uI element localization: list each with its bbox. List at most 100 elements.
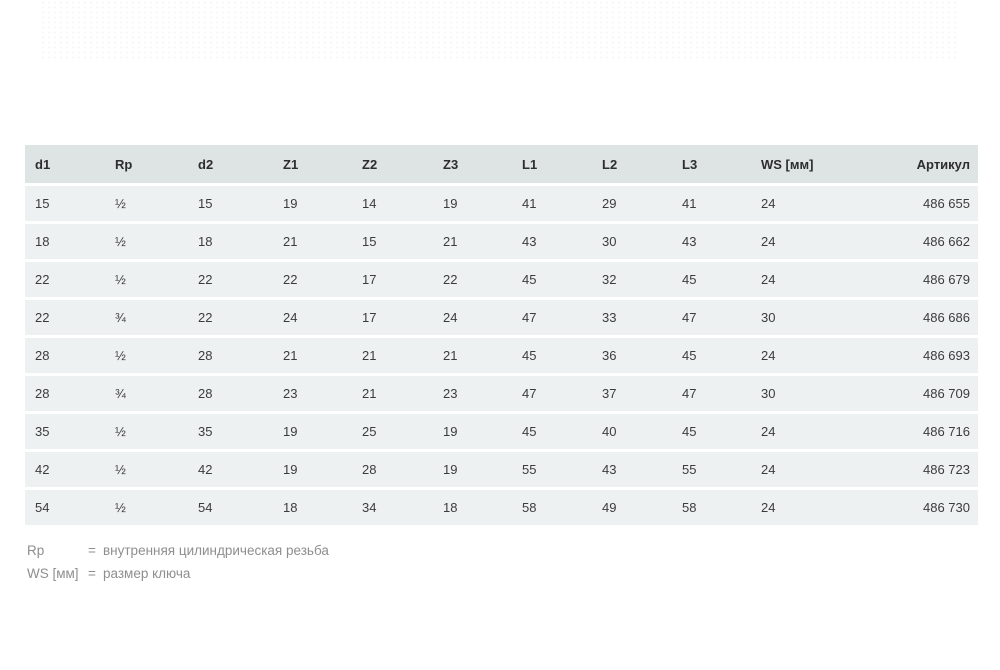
footnotes: Rp = внутренняя цилиндрическая резьба WS… <box>27 539 329 585</box>
footnote-term: WS [мм] <box>27 566 79 581</box>
table-cell: 43 <box>682 234 697 249</box>
table-cell: 15 <box>198 196 213 211</box>
table-cell: 486 693 <box>923 348 970 363</box>
table-cell: 486 655 <box>923 196 970 211</box>
table-cell: 486 723 <box>923 462 970 477</box>
table-cell: ½ <box>115 462 126 477</box>
table-cell: 22 <box>35 310 50 325</box>
table-cell: 14 <box>362 196 377 211</box>
table-cell: 43 <box>602 462 617 477</box>
table-row: 42 ½ 42 19 28 19 55 43 55 24 486 723 <box>25 452 978 487</box>
footnote-equals: = <box>88 543 96 558</box>
table-cell: 37 <box>602 386 617 401</box>
column-header: Z1 <box>283 156 299 172</box>
table-cell: 28 <box>362 462 377 477</box>
table-cell: 47 <box>522 386 537 401</box>
table-cell: 24 <box>761 500 776 515</box>
table-cell: 47 <box>682 386 697 401</box>
table-cell: 35 <box>35 424 50 439</box>
table-cell: 21 <box>283 348 298 363</box>
table-cell: 40 <box>602 424 617 439</box>
table-cell: 17 <box>362 310 377 325</box>
table-row: 28 ¾ 28 23 21 23 47 37 47 30 486 709 <box>25 376 978 411</box>
table-cell: 22 <box>198 310 213 325</box>
table-row: 22 ½ 22 22 17 22 45 32 45 24 486 679 <box>25 262 978 297</box>
table-cell: 21 <box>443 234 458 249</box>
table-cell: 486 709 <box>923 386 970 401</box>
table-cell: 19 <box>283 424 298 439</box>
column-header: WS [мм] <box>761 156 814 172</box>
footnote-equals: = <box>88 566 96 581</box>
footnote-term: Rp <box>27 543 45 558</box>
table-cell: 486 716 <box>923 424 970 439</box>
column-header: L2 <box>602 156 618 172</box>
table-cell: 15 <box>362 234 377 249</box>
table-cell: 23 <box>283 386 298 401</box>
table-cell: 21 <box>362 348 377 363</box>
column-header: Артикул <box>916 156 970 172</box>
table-cell: 58 <box>522 500 537 515</box>
table-header-row: d1 Rp d2 Z1 Z2 Z3 L1 L2 L3 WS [мм] Артикул <box>25 145 978 183</box>
table-row: 35 ½ 35 19 25 19 45 40 45 24 486 716 <box>25 414 978 449</box>
table-cell: 22 <box>198 272 213 287</box>
table-cell: 32 <box>602 272 617 287</box>
table-cell: 45 <box>682 424 697 439</box>
table-cell: 43 <box>522 234 537 249</box>
column-header: L1 <box>522 156 538 172</box>
table-cell: 486 662 <box>923 234 970 249</box>
table-cell: 49 <box>602 500 617 515</box>
table-cell: 22 <box>283 272 298 287</box>
table-cell: 25 <box>362 424 377 439</box>
column-header: L3 <box>682 156 698 172</box>
footnote-line: WS [мм] = размер ключа <box>27 562 329 585</box>
table-cell: 24 <box>761 196 776 211</box>
table-cell: 35 <box>198 424 213 439</box>
table-cell: 18 <box>283 500 298 515</box>
table-cell: 15 <box>35 196 50 211</box>
table-cell: 24 <box>761 424 776 439</box>
column-header: d1 <box>35 156 51 172</box>
table-cell: 30 <box>602 234 617 249</box>
table-cell: 28 <box>198 386 213 401</box>
footnote-definition: внутренняя цилиндрическая резьба <box>103 543 329 558</box>
footnote-definition: размер ключа <box>103 566 191 581</box>
column-header: Z2 <box>362 156 378 172</box>
table-row: 54 ½ 54 18 34 18 58 49 58 24 486 730 <box>25 490 978 525</box>
table-cell: 486 679 <box>923 272 970 287</box>
table-cell: ½ <box>115 348 126 363</box>
table-cell: 21 <box>283 234 298 249</box>
table-cell: 28 <box>35 386 50 401</box>
table-cell: 19 <box>443 196 458 211</box>
table-cell: 41 <box>682 196 697 211</box>
product-image-placeholder <box>40 0 960 62</box>
column-header: Z3 <box>443 156 459 172</box>
table-cell: 45 <box>522 272 537 287</box>
table-cell: 28 <box>35 348 50 363</box>
spec-table: d1 Rp d2 Z1 Z2 Z3 L1 L2 L3 WS [мм] Артикул 15 ½ 15 19… <box>25 145 978 525</box>
table-cell: 24 <box>443 310 458 325</box>
table-cell: ¾ <box>115 310 126 325</box>
table-row: 28 ½ 28 21 21 21 45 36 45 24 486 693 <box>25 338 978 373</box>
table-cell: 24 <box>283 310 298 325</box>
table-cell: 47 <box>682 310 697 325</box>
table-cell: 28 <box>198 348 213 363</box>
table-cell: 45 <box>522 348 537 363</box>
table-cell: 19 <box>283 462 298 477</box>
table-cell: 41 <box>522 196 537 211</box>
table-body: 15 ½ 15 19 14 19 41 29 41 24 486 655 18 ½ 18 21 15 21 43 3… <box>25 186 978 525</box>
table-cell: ¾ <box>115 386 126 401</box>
table-cell: 21 <box>443 348 458 363</box>
table-cell: 22 <box>443 272 458 287</box>
table-cell: 24 <box>761 234 776 249</box>
table-cell: 22 <box>35 272 50 287</box>
table-cell: 30 <box>761 386 776 401</box>
table-cell: 47 <box>522 310 537 325</box>
table-cell: 18 <box>443 500 458 515</box>
table-cell: ½ <box>115 196 126 211</box>
table-cell: 19 <box>283 196 298 211</box>
table-cell: 45 <box>682 272 697 287</box>
table-cell: 19 <box>443 462 458 477</box>
table-cell: ½ <box>115 500 126 515</box>
table-cell: 58 <box>682 500 697 515</box>
table-cell: 45 <box>682 348 697 363</box>
